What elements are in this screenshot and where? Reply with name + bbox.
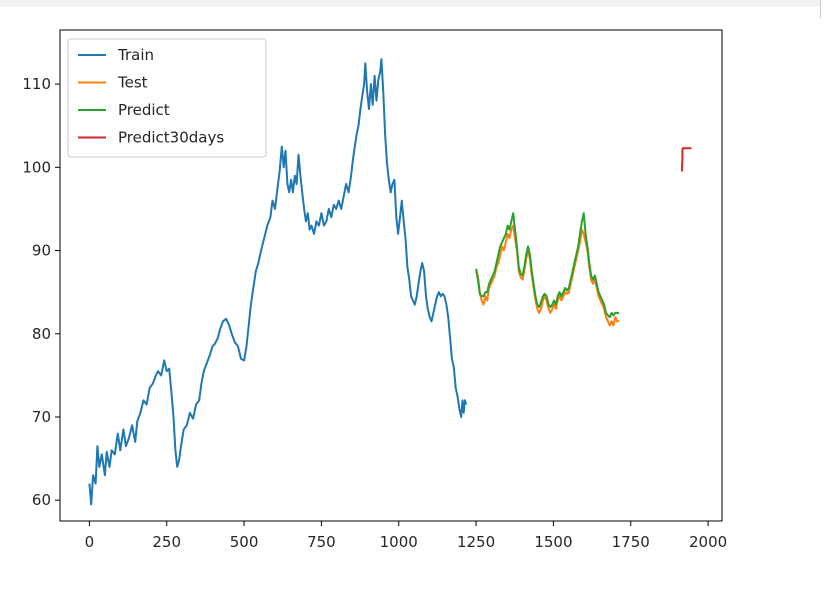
legend-box (67, 38, 267, 158)
x-tick-label: 1250 (457, 533, 495, 551)
x-tick-label: 1500 (534, 533, 572, 551)
x-tick-label: 750 (307, 533, 336, 551)
y-tick-label: 70 (32, 408, 51, 426)
y-tick-label: 90 (32, 242, 51, 260)
series-lines (88, 58, 692, 506)
legend-label-predict30days: Predict30days (118, 129, 224, 147)
scrollbar-edge[interactable] (820, 0, 821, 18)
series-predict-line (475, 212, 619, 319)
series-train-line (88, 58, 468, 506)
y-axis-ticks: 60 70 80 90 100 110 (22, 75, 60, 509)
y-tick-label: 100 (22, 158, 51, 176)
legend: Train Test Predict Predict30days (67, 38, 267, 158)
y-tick-label: 80 (32, 325, 51, 343)
output-toolbar-strip (0, 0, 820, 7)
x-tick-label: 2000 (689, 533, 727, 551)
y-tick-label: 110 (22, 75, 51, 93)
x-tick-label: 0 (85, 533, 95, 551)
series-predict30days-line (681, 147, 692, 172)
legend-label-train: Train (117, 46, 154, 64)
x-axis-ticks: 0 250 500 750 1000 1250 1500 1750 2000 (85, 521, 727, 551)
legend-label-predict: Predict (118, 101, 170, 119)
x-tick-label: 1750 (612, 533, 650, 551)
legend-label-test: Test (117, 74, 148, 92)
y-tick-label: 60 (32, 491, 51, 509)
x-tick-label: 500 (230, 533, 259, 551)
x-tick-label: 1000 (380, 533, 418, 551)
x-tick-label: 250 (152, 533, 181, 551)
